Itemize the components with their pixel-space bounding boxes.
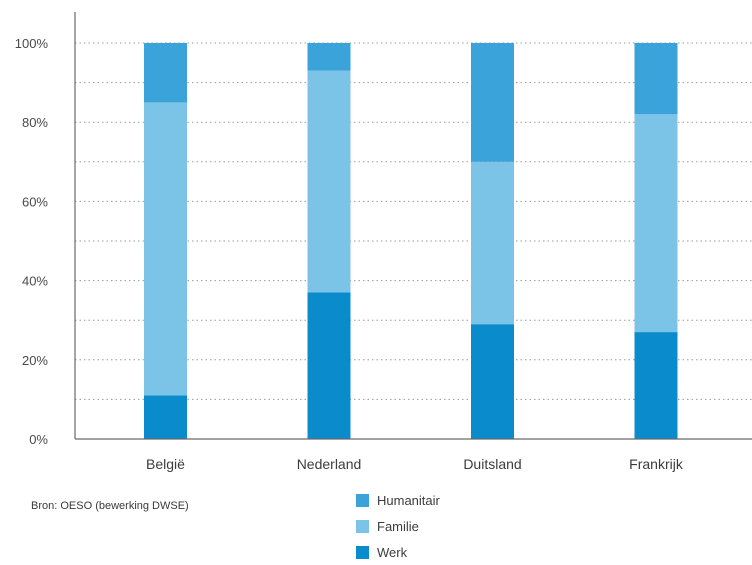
bar-segment-werk-nederland [307, 292, 351, 439]
category-label: België [146, 456, 185, 472]
y-tick-label: 100% [15, 36, 49, 51]
bar-segment-humanitair-frankrijk [634, 43, 678, 115]
bars [144, 43, 678, 439]
bar-segment-humanitair-duitsland [471, 43, 514, 162]
bar-segment-humanitair-nederland [307, 43, 351, 71]
legend-label: Familie [377, 518, 419, 534]
bar-segment-familie-belgië [144, 102, 187, 396]
gridlines [75, 42, 752, 400]
bar-segment-familie-frankrijk [634, 114, 678, 333]
source-note: Bron: OESO (bewerking DWSE) [31, 500, 189, 512]
y-tick-label: 60% [22, 194, 48, 209]
y-tick-label: 40% [22, 274, 48, 289]
legend-item-humanitair: Humanitair [356, 487, 440, 513]
y-tick-label: 80% [22, 115, 48, 130]
y-tick-labels: 0% 20% 40% 60% 80% 100% [15, 36, 49, 447]
legend-item-familie: Familie [356, 513, 440, 539]
legend-swatch [356, 493, 369, 507]
bar-segment-werk-frankrijk [634, 332, 678, 439]
legend-item-werk: Werk [356, 539, 440, 565]
bar-segment-werk-belgië [144, 395, 187, 439]
y-tick-label: 0% [29, 432, 48, 447]
category-labels: België Nederland Duitsland Frankrijk [146, 456, 684, 472]
legend-label: Humanitair [377, 492, 440, 508]
category-label: Duitsland [463, 456, 521, 472]
bar-segment-familie-duitsland [471, 161, 514, 325]
legend-swatch [356, 545, 369, 559]
category-label: Nederland [297, 456, 362, 472]
legend-swatch [356, 519, 369, 533]
bar-segment-werk-duitsland [471, 324, 514, 439]
bar-segment-familie-nederland [307, 70, 351, 293]
stacked-bar-chart: 0% 20% 40% 60% 80% 100% België Nederland Duitsl… [15, 12, 752, 472]
y-tick-label: 20% [22, 353, 48, 368]
legend-label: Werk [377, 544, 408, 560]
category-label: Frankrijk [629, 456, 684, 472]
bar-segment-humanitair-belgië [144, 43, 187, 103]
legend: Humanitair Familie Werk [356, 487, 440, 565]
